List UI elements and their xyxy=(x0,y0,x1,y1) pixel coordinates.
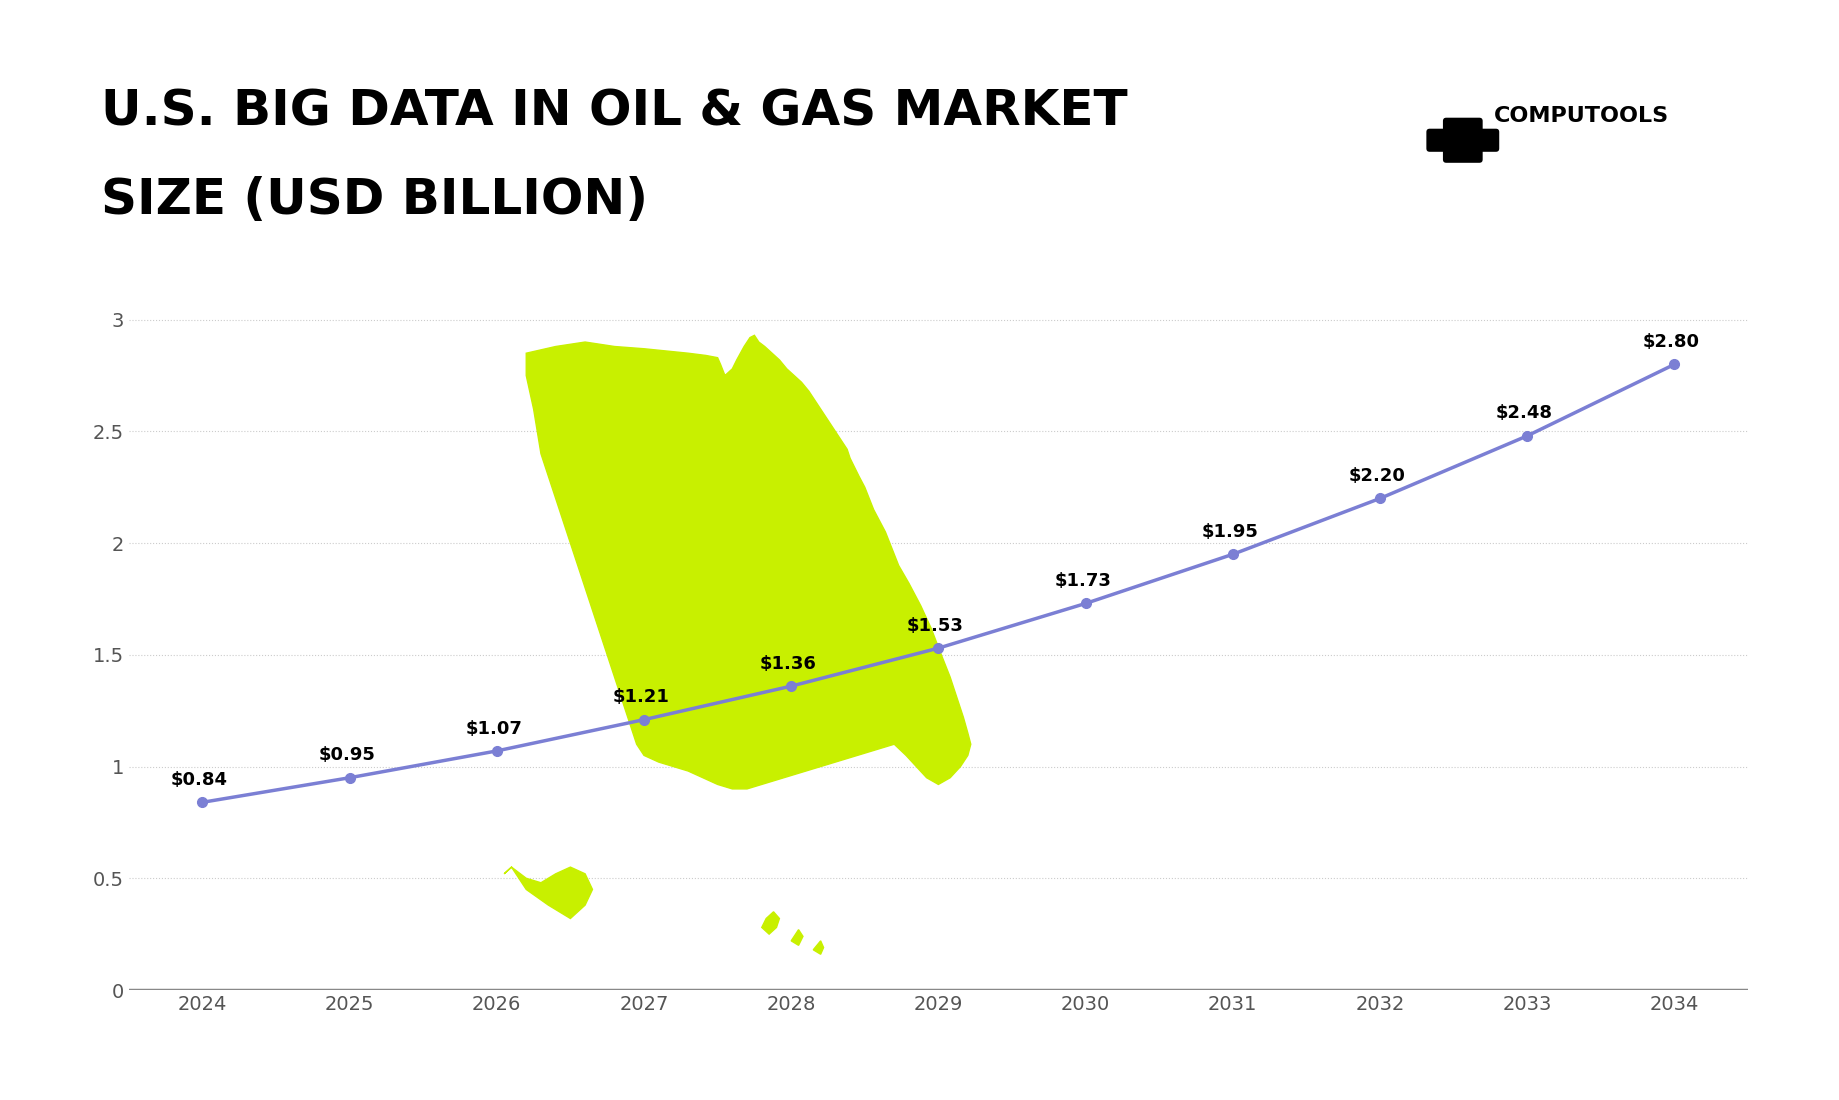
Polygon shape xyxy=(504,867,592,918)
Text: $1.73: $1.73 xyxy=(1054,572,1111,590)
Text: $1.95: $1.95 xyxy=(1201,522,1258,541)
Polygon shape xyxy=(761,912,780,934)
Polygon shape xyxy=(813,940,824,954)
Polygon shape xyxy=(791,930,802,945)
Text: $1.07: $1.07 xyxy=(465,719,522,737)
Text: COMPUTOOLS: COMPUTOOLS xyxy=(1493,106,1668,125)
Text: $2.80: $2.80 xyxy=(1642,333,1699,351)
FancyBboxPatch shape xyxy=(1442,140,1482,163)
Text: $2.20: $2.20 xyxy=(1348,468,1405,485)
Polygon shape xyxy=(526,336,971,789)
Text: $1.36: $1.36 xyxy=(760,654,817,673)
FancyBboxPatch shape xyxy=(1442,118,1482,141)
Text: SIZE (USD BILLION): SIZE (USD BILLION) xyxy=(101,176,647,224)
Text: $0.84: $0.84 xyxy=(171,771,228,789)
Text: $0.95: $0.95 xyxy=(318,746,375,764)
FancyBboxPatch shape xyxy=(1425,129,1499,152)
Text: $1.53: $1.53 xyxy=(907,617,964,635)
Text: U.S. BIG DATA IN OIL & GAS MARKET: U.S. BIG DATA IN OIL & GAS MARKET xyxy=(101,88,1127,136)
Text: $2.48: $2.48 xyxy=(1495,405,1552,422)
Text: $1.21: $1.21 xyxy=(612,689,669,706)
